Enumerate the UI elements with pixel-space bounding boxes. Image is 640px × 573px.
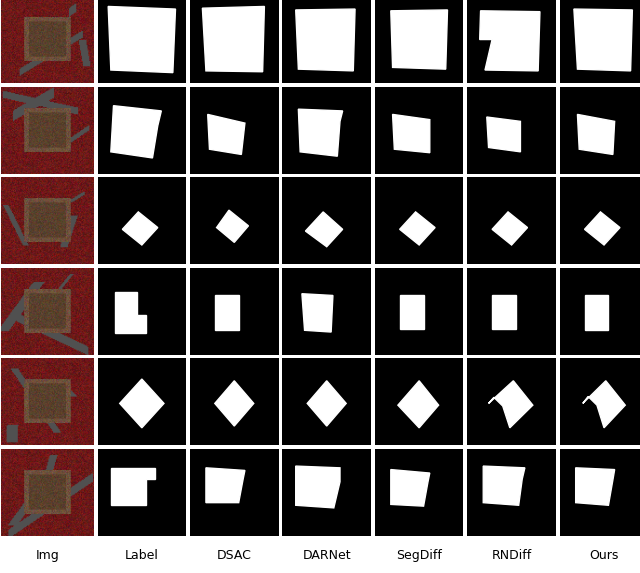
Text: DARNet: DARNet	[302, 550, 351, 562]
Polygon shape	[584, 296, 609, 330]
Polygon shape	[111, 468, 155, 505]
Polygon shape	[120, 379, 164, 428]
Polygon shape	[215, 296, 239, 330]
Polygon shape	[399, 212, 435, 245]
Polygon shape	[583, 381, 625, 428]
Polygon shape	[111, 105, 161, 158]
Polygon shape	[206, 468, 245, 503]
Text: Ours: Ours	[589, 550, 619, 562]
Polygon shape	[488, 381, 533, 428]
Polygon shape	[115, 292, 147, 333]
Polygon shape	[202, 6, 264, 72]
Polygon shape	[399, 296, 424, 328]
Polygon shape	[398, 381, 438, 428]
Polygon shape	[296, 466, 340, 508]
Polygon shape	[492, 296, 516, 328]
Polygon shape	[122, 212, 158, 245]
Polygon shape	[307, 381, 346, 426]
Text: DSAC: DSAC	[217, 550, 252, 562]
Polygon shape	[216, 210, 248, 242]
Text: Label: Label	[125, 550, 159, 562]
Polygon shape	[208, 115, 245, 155]
Polygon shape	[215, 381, 254, 426]
Polygon shape	[584, 212, 620, 245]
Polygon shape	[298, 109, 342, 156]
Polygon shape	[302, 294, 333, 332]
Polygon shape	[391, 10, 447, 69]
Polygon shape	[296, 9, 355, 71]
Polygon shape	[392, 115, 430, 153]
Polygon shape	[487, 117, 520, 152]
Polygon shape	[492, 212, 527, 245]
Polygon shape	[575, 468, 614, 505]
Polygon shape	[305, 212, 342, 247]
Polygon shape	[480, 11, 540, 71]
Text: RNDiff: RNDiff	[492, 550, 532, 562]
Text: SegDiff: SegDiff	[396, 550, 442, 562]
Polygon shape	[574, 9, 632, 71]
Polygon shape	[391, 469, 430, 506]
Text: Img: Img	[36, 550, 60, 562]
Polygon shape	[108, 6, 175, 73]
Polygon shape	[483, 466, 525, 505]
Polygon shape	[577, 115, 614, 155]
